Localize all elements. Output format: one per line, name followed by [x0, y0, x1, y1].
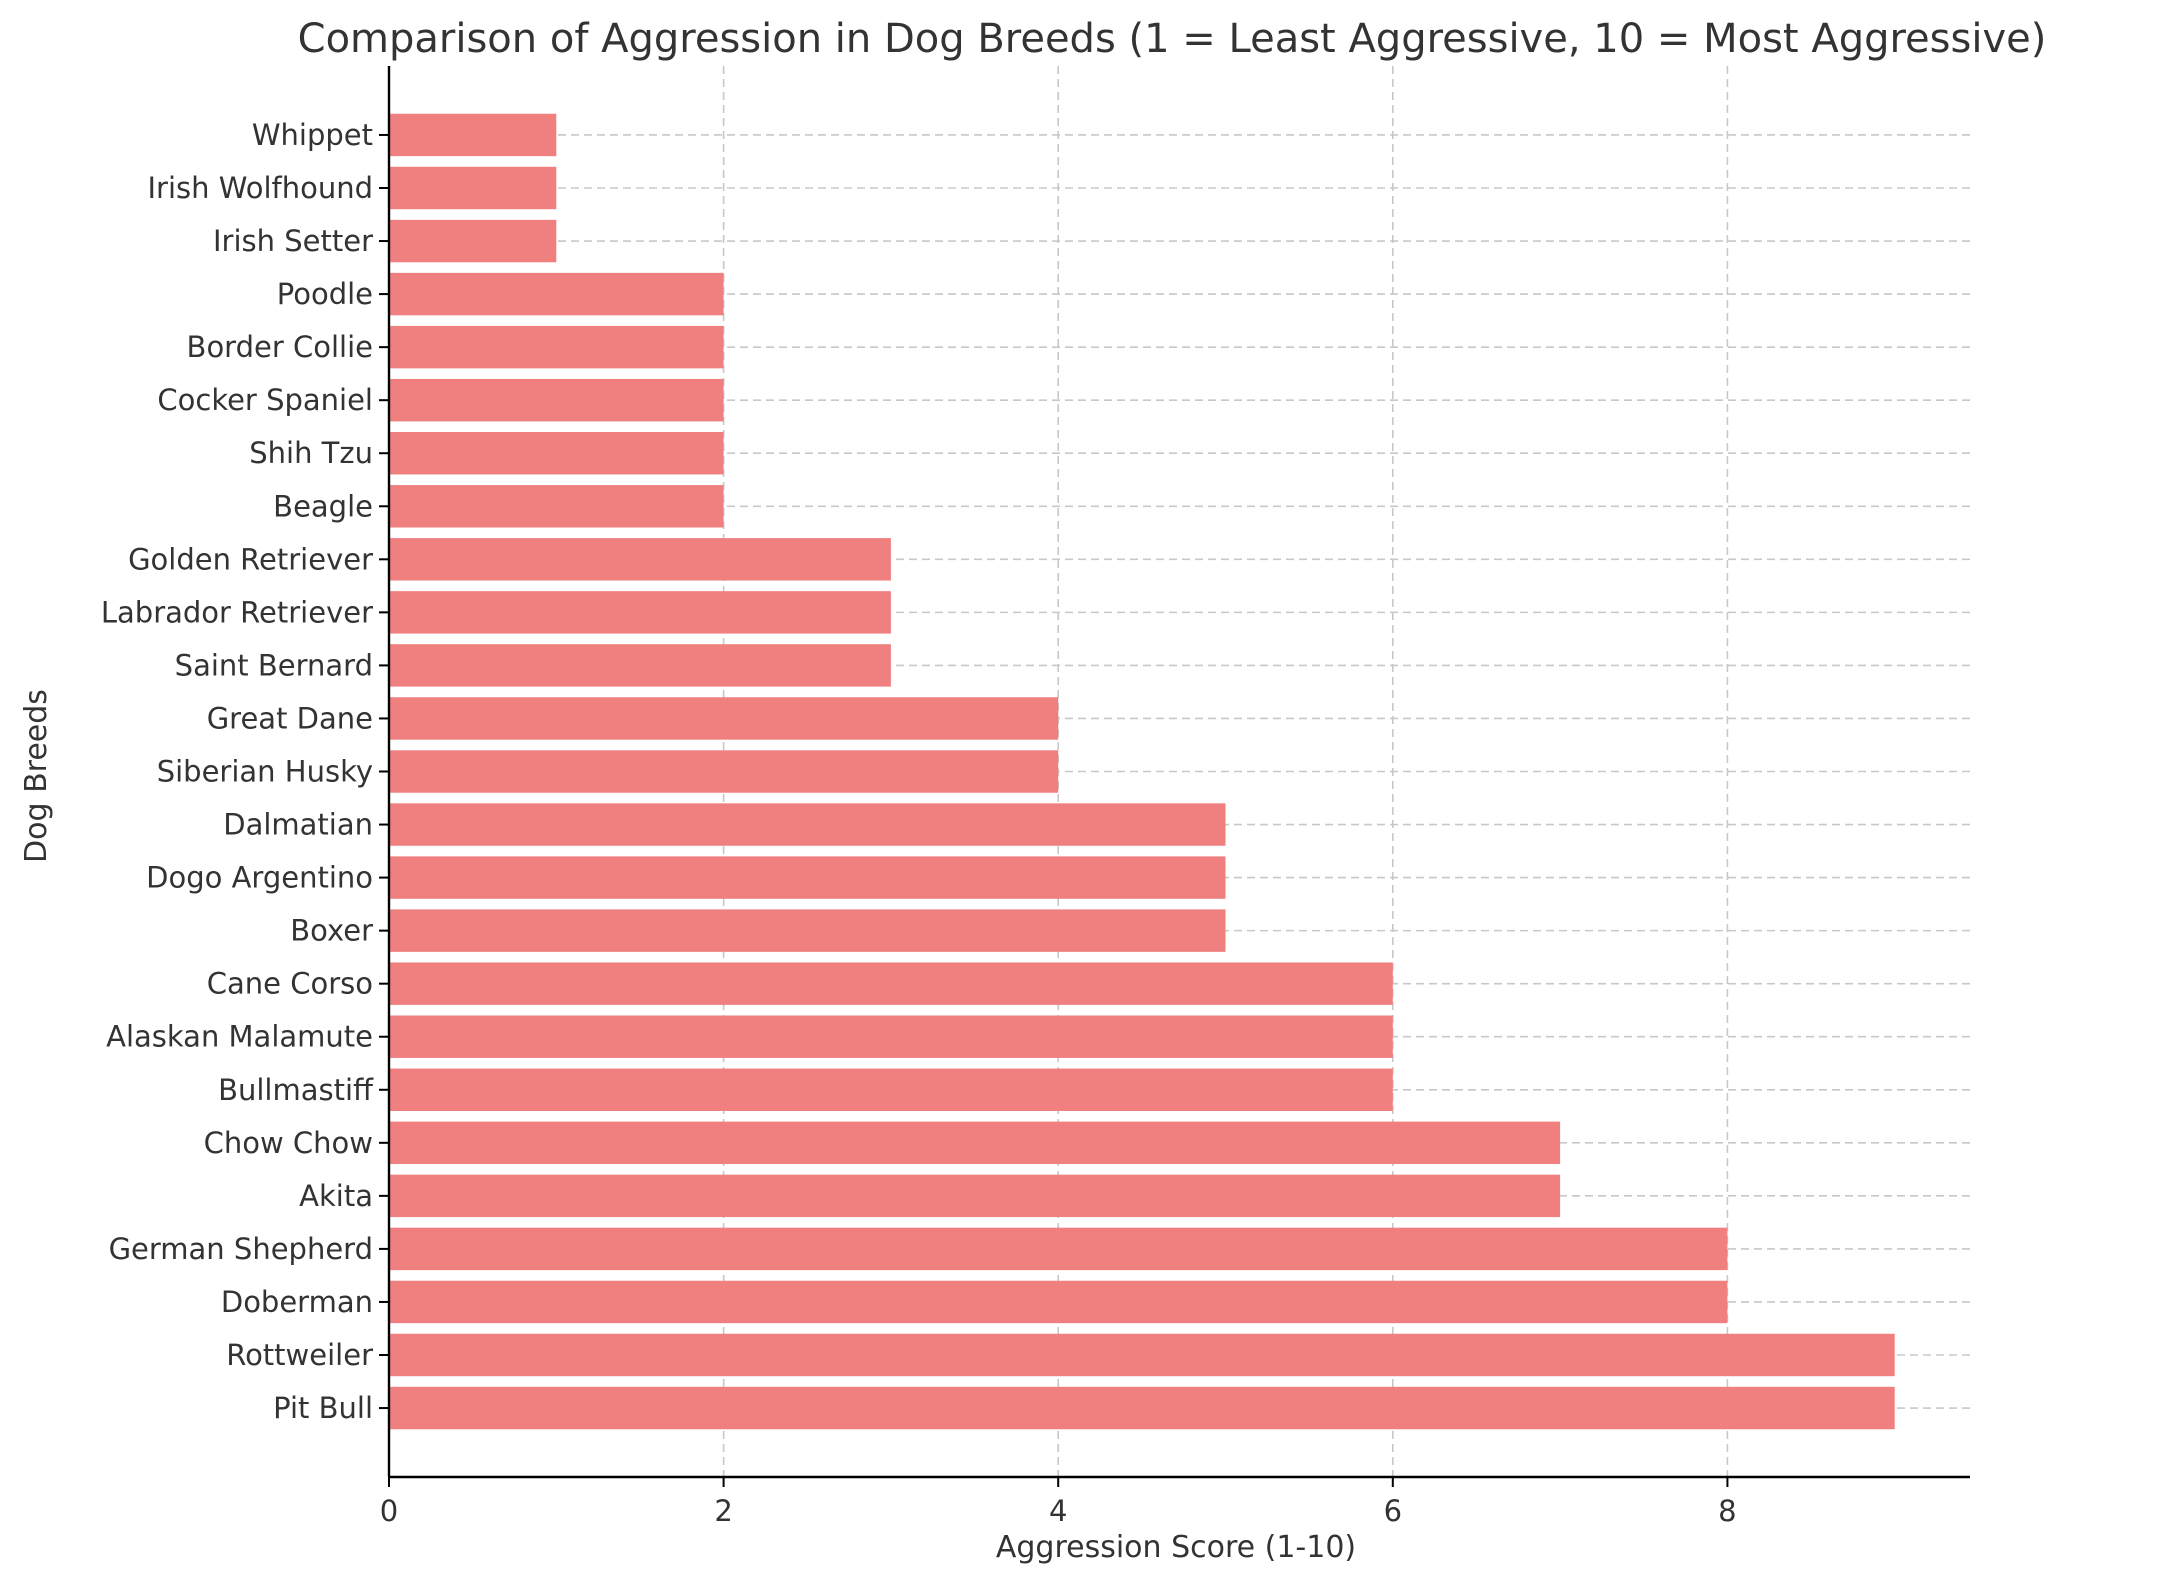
bar-border-collie — [389, 325, 724, 369]
y-tick-label: Saint Bernard — [175, 648, 373, 682]
y-tick-label: Siberian Husky — [157, 755, 373, 789]
bar-cane-corso — [389, 962, 1393, 1005]
y-tick-label: Rottweiler — [226, 1338, 373, 1372]
y-tick-label: Boxer — [290, 914, 373, 948]
x-axis-label: Aggression Score (1-10) — [996, 1530, 1356, 1565]
y-tick-label: Cane Corso — [207, 967, 373, 1001]
y-tick-label: Whippet — [252, 118, 373, 152]
y-tick-label: Chow Chow — [204, 1126, 373, 1160]
bar-irish-setter — [389, 219, 557, 263]
y-tick-label: Irish Setter — [213, 224, 373, 258]
bar-dalmatian — [389, 803, 1226, 846]
bar-cocker-spaniel — [389, 378, 724, 422]
y-tick-label: Irish Wolfhound — [147, 171, 373, 205]
bar-whippet — [389, 113, 557, 157]
y-tick-label: Bullmastiff — [218, 1073, 374, 1107]
x-tick-label: 6 — [1384, 1494, 1402, 1528]
bars — [389, 113, 1895, 1430]
bar-akita — [389, 1174, 1561, 1218]
chart-title: Comparison of Aggression in Dog Breeds (… — [298, 16, 2047, 62]
x-tick-label: 4 — [1049, 1494, 1067, 1528]
bar-great-dane — [389, 697, 1059, 740]
y-tick-label: Golden Retriever — [128, 542, 373, 576]
y-tick-label: Poodle — [277, 277, 373, 311]
y-tick-label: Beagle — [273, 489, 373, 523]
bar-boxer — [389, 909, 1226, 952]
y-tick-label: Cocker Spaniel — [157, 383, 373, 417]
bar-beagle — [389, 485, 724, 528]
bar-pit-bull — [389, 1386, 1895, 1430]
y-tick-label: Great Dane — [207, 701, 373, 735]
bar-golden-retriever — [389, 538, 891, 581]
bar-shih-tzu — [389, 432, 724, 475]
x-tick-label: 8 — [1718, 1494, 1736, 1528]
y-tick-label: Pit Bull — [273, 1391, 373, 1425]
x-tick-label: 2 — [714, 1494, 732, 1528]
bar-chow-chow — [389, 1121, 1561, 1165]
y-tick-label: Shih Tzu — [249, 436, 373, 470]
y-tick-label: German Shepherd — [109, 1232, 373, 1266]
y-axis-label: Dog Breeds — [19, 689, 54, 863]
bar-labrador-retriever — [389, 591, 891, 634]
bar-rottweiler — [389, 1333, 1895, 1377]
y-axis-ticks: Pit Bull Rottweiler Doberman German Shepher… — [101, 118, 389, 1425]
bar-siberian-husky — [389, 750, 1059, 793]
bar-bullmastiff — [389, 1068, 1393, 1111]
y-tick-label: Doberman — [221, 1285, 373, 1319]
y-tick-label: Dogo Argentino — [146, 861, 373, 895]
bar-dogo-argentino — [389, 856, 1226, 899]
bar-german-shepherd — [389, 1227, 1728, 1271]
y-tick-label: Akita — [299, 1179, 373, 1213]
y-tick-label: Dalmatian — [223, 808, 373, 842]
bar-alaskan-malamute — [389, 1015, 1393, 1058]
bar-doberman — [389, 1280, 1728, 1324]
x-tick-label: 0 — [380, 1494, 398, 1528]
bar-irish-wolfhound — [389, 166, 557, 210]
x-axis-ticks: 0 2 4 6 8 — [380, 1477, 1737, 1528]
y-tick-label: Border Collie — [187, 330, 373, 364]
bar-saint-bernard — [389, 644, 891, 687]
y-tick-label: Labrador Retriever — [101, 595, 373, 629]
bar-poodle — [389, 272, 724, 316]
y-tick-label: Alaskan Malamute — [106, 1020, 373, 1054]
